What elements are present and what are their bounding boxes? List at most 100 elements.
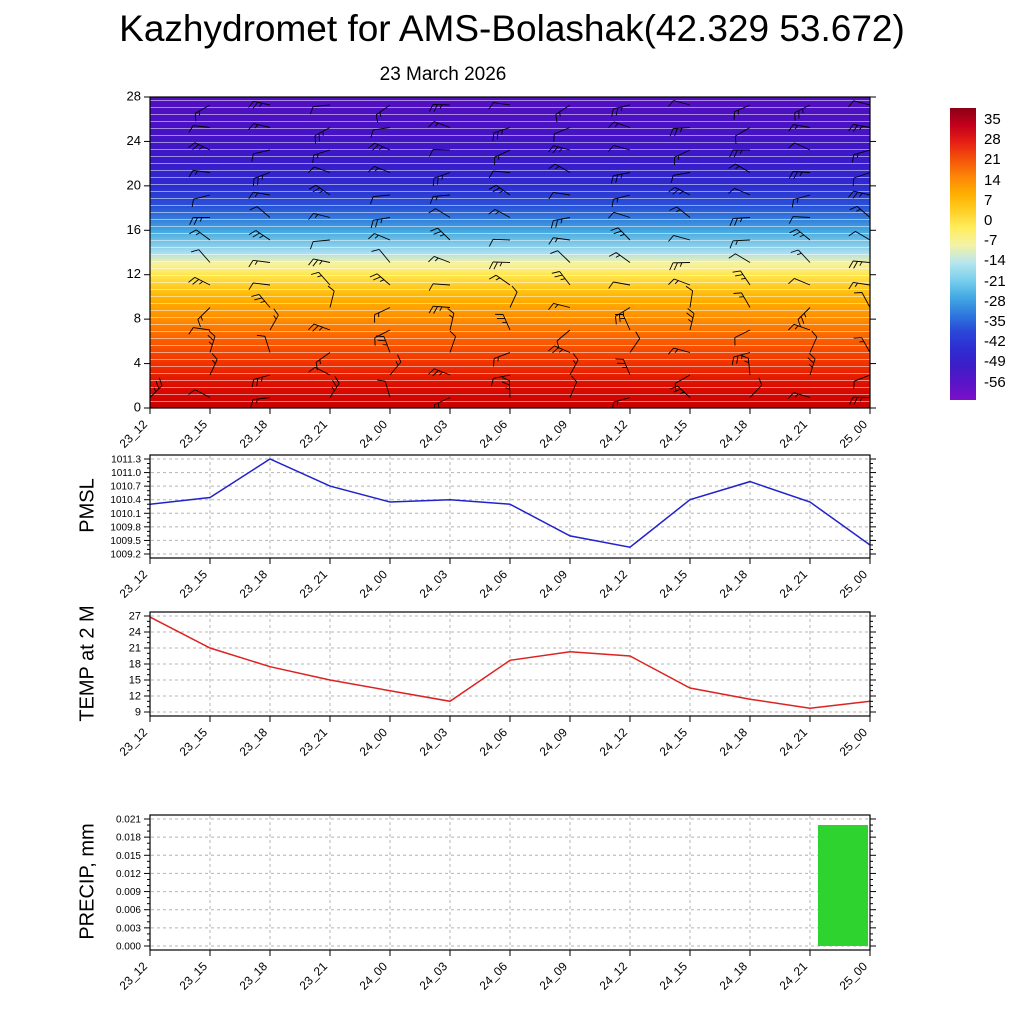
- wind-barb: [248, 123, 271, 131]
- colorbar-tick-label: 14: [984, 171, 1001, 189]
- wind-barb: [428, 149, 451, 157]
- wind-barb: [849, 396, 870, 405]
- wind-barb: [327, 285, 335, 308]
- wind-barb: [686, 308, 695, 331]
- wind-barb: [189, 229, 211, 241]
- wind-barb: [250, 397, 271, 408]
- x-tick-label: 24_18: [717, 417, 751, 451]
- axis-ticks: [144, 96, 876, 414]
- axis-ticks: [144, 458, 876, 564]
- y-tick-label: 24: [129, 627, 141, 639]
- wind-barb: [309, 104, 331, 115]
- x-tick-label: 24_15: [657, 417, 691, 451]
- wind-barb: [733, 104, 751, 120]
- wind-barb: [310, 271, 331, 286]
- precip-bar: [818, 825, 868, 946]
- x-tick-label: 23_15: [177, 567, 211, 601]
- wind-barb: [248, 282, 271, 291]
- wind-barb: [728, 163, 751, 173]
- wind-barb: [732, 270, 751, 286]
- wind-barb: [789, 228, 811, 241]
- wind-barb: [668, 347, 691, 355]
- wind-barb: [853, 374, 870, 390]
- wind-barb: [731, 352, 751, 365]
- y-tick-label: 0.021: [116, 815, 141, 826]
- y-tick-label: 12: [127, 266, 141, 281]
- wind-barb: [251, 149, 271, 162]
- wind-barb: [555, 104, 571, 123]
- colorbar-tick-label: 28: [984, 131, 1001, 149]
- colorbar-tick-label: -56: [984, 373, 1006, 391]
- wind-barb: [256, 334, 271, 353]
- x-tick-label: 23_18: [237, 417, 271, 451]
- wind-barb: [370, 127, 391, 138]
- x-tick-label: 25_00: [837, 959, 871, 993]
- x-tick-label: 23_21: [297, 417, 331, 451]
- temperature-colorbar: [950, 108, 976, 400]
- wind-barb: [728, 253, 751, 263]
- wind-barb: [188, 142, 211, 151]
- colorbar-tick-label: -14: [984, 252, 1006, 270]
- wind-barb: [791, 194, 811, 208]
- wind-barb: [329, 376, 340, 398]
- wind-barb: [269, 308, 279, 331]
- wind-barb: [668, 186, 691, 196]
- wind-barb: [252, 172, 271, 187]
- wind-barb: [629, 331, 641, 353]
- y-tick-label: 1010.1: [110, 509, 141, 520]
- wind-barb: [494, 149, 511, 166]
- wind-barb: [248, 230, 271, 241]
- wind-barb: [569, 375, 578, 398]
- wind-barb: [729, 217, 751, 226]
- wind-barb: [249, 206, 271, 218]
- colorbar-tick-label: -35: [984, 313, 1006, 330]
- wind-barb: [729, 149, 751, 158]
- wind-barb: [488, 209, 511, 218]
- x-tick-label: 24_09: [537, 959, 571, 993]
- wind-barb: [669, 385, 691, 398]
- cross-section-date-title: 23 March 2026: [379, 64, 507, 85]
- x-tick-label: 25_00: [837, 725, 871, 759]
- wind-barb: [389, 354, 402, 376]
- wind-barb: [428, 305, 451, 314]
- gridlines: [149, 613, 871, 715]
- pmsl-axis-label: PMSL: [76, 478, 99, 533]
- wind-barb: [447, 308, 455, 331]
- page-title: Kazhydromet for AMS-Bolashak(42.329 53.6…: [119, 8, 905, 49]
- x-tick-label: 24_12: [597, 417, 631, 451]
- gridlines: [149, 816, 871, 949]
- wind-barb: [848, 190, 870, 199]
- colorbar-tick-label: 7: [984, 191, 993, 209]
- wind-barb: [308, 366, 331, 376]
- x-tick-label: 23_15: [177, 725, 211, 759]
- wind-barb: [848, 123, 870, 133]
- wind-barb: [194, 104, 211, 122]
- wind-barb-group: [150, 100, 870, 408]
- wind-barb: [852, 172, 870, 187]
- contour-lines: [150, 97, 870, 408]
- wind-barb: [429, 194, 451, 205]
- x-tick-label: 24_21: [777, 725, 811, 759]
- wind-barb: [308, 184, 331, 196]
- wind-barb: [608, 121, 631, 129]
- wind-barb: [374, 307, 391, 323]
- wind-barb: [434, 397, 451, 408]
- axis-ticks: [144, 818, 876, 956]
- y-tick-label: 15: [129, 675, 141, 687]
- wind-barb: [368, 142, 391, 151]
- wind-barb: [740, 354, 751, 376]
- wind-barb: [788, 124, 811, 132]
- x-tick-label: 24_09: [537, 725, 571, 759]
- wind-barb: [569, 353, 579, 376]
- wind-barb: [848, 260, 870, 269]
- colorbar-tick-labels: 35 28 21 14 7 0 -7 -14 -21 -28 -35 -42 -49 -56: [984, 108, 1024, 400]
- y-tick-label: 1011.3: [111, 455, 141, 466]
- wind-barb: [488, 184, 511, 196]
- wind-barb: [190, 249, 211, 263]
- x-tick-label: 24_15: [657, 567, 691, 601]
- x-tick-label: 23_21: [297, 725, 331, 759]
- wind-barb: [612, 397, 631, 408]
- wind-barb: [314, 127, 331, 144]
- wind-barb: [788, 323, 811, 331]
- x-tick-label: 23_21: [297, 959, 331, 993]
